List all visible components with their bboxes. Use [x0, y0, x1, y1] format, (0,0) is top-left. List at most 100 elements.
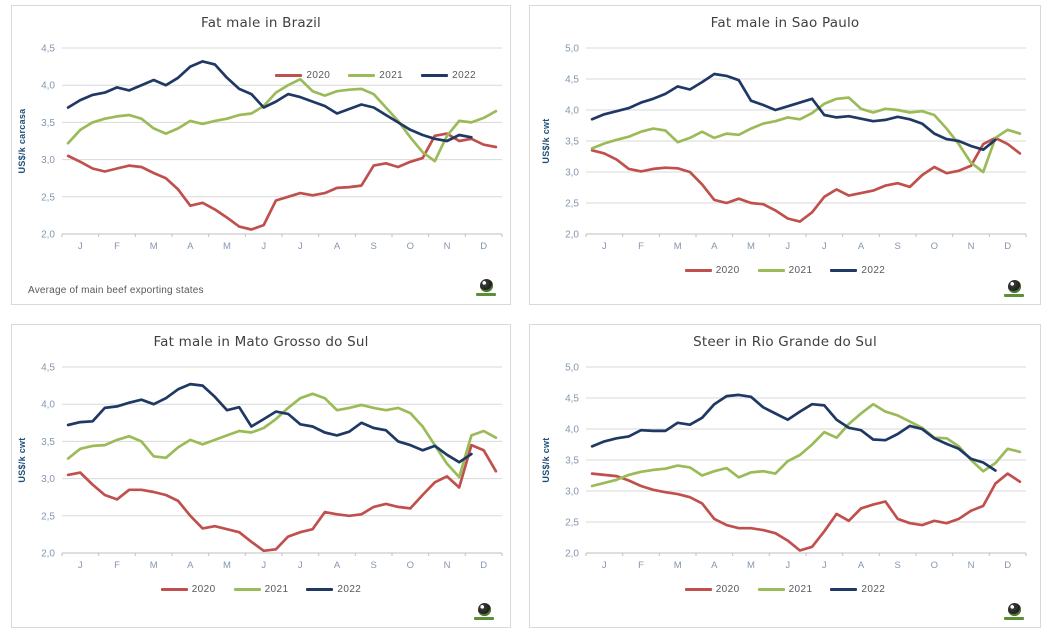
svg-text:M: M [223, 560, 231, 571]
legend-swatch-2022 [306, 588, 334, 591]
svg-text:J: J [785, 241, 790, 252]
legend-label-2022: 2022 [452, 70, 476, 81]
line-chart-mato-grosso: 2,0 2,5 3,0 3,5 4,0 4,5 J F M A M J J A S O N D US$/k cwt [14, 353, 508, 581]
chart-panel-brazil: Fat male in Brazil 2,0 2,5 3,0 3,5 4,0 4,5 J F M… [11, 5, 511, 305]
svg-text:J: J [261, 241, 266, 252]
svg-text:US$/k cwt: US$/k cwt [541, 437, 551, 482]
svg-text:M: M [223, 241, 231, 252]
legend-label-2022: 2022 [861, 265, 886, 276]
svg-text:S: S [371, 560, 377, 571]
svg-text:A: A [711, 560, 718, 571]
svg-text:J: J [822, 560, 827, 571]
chart-area-rio-grande: 2,0 2,5 3,0 3,5 4,0 4,5 5,0 J F M A M J J A S O N D US$/k c… [530, 353, 1040, 581]
legend-item-2021: 2021 [233, 584, 289, 595]
svg-text:F: F [114, 560, 120, 571]
svg-text:2,5: 2,5 [41, 192, 55, 203]
publisher-logo [1004, 280, 1024, 297]
legend-item-2021: 2021 [757, 265, 813, 276]
svg-text:M: M [150, 241, 158, 252]
svg-text:3,0: 3,0 [565, 487, 579, 498]
svg-text:N: N [968, 241, 975, 252]
chart-panel-rio-grande-do-sul: Steer in Rio Grande do Sul 2,0 2,5 3,0 3,5 4… [529, 324, 1041, 628]
svg-text:M: M [674, 560, 682, 571]
publisher-logo [1004, 603, 1024, 620]
svg-text:D: D [1004, 560, 1011, 571]
svg-text:A: A [334, 560, 341, 571]
svg-text:A: A [858, 241, 865, 252]
svg-text:N: N [968, 560, 975, 571]
svg-text:J: J [78, 241, 83, 252]
legend-swatch-2021 [757, 588, 785, 591]
line-chart-sao-paulo: 2,0 2,5 3,0 3,5 4,0 4,5 5,0 J F M A M J J A S O N D US$/k c… [538, 34, 1032, 262]
legend-label-2021: 2021 [788, 265, 813, 276]
svg-text:2,5: 2,5 [565, 518, 579, 529]
legend-sao-paulo: 2020 2021 2022 [530, 265, 1040, 276]
svg-text:A: A [187, 241, 194, 252]
legend-item-2021: 2021 [348, 70, 403, 81]
svg-text:3,5: 3,5 [41, 437, 55, 448]
globe-logo-icon [479, 279, 493, 292]
legend-item-2020: 2020 [684, 265, 740, 276]
chart-panel-mato-grosso-do-sul: Fat male in Mato Grosso do Sul 2,0 2,5 3,0… [11, 324, 511, 628]
svg-text:2,0: 2,0 [41, 549, 55, 560]
legend-swatch-2020 [684, 269, 712, 272]
svg-text:3,5: 3,5 [565, 137, 579, 148]
svg-text:O: O [407, 560, 414, 571]
svg-text:F: F [114, 241, 120, 252]
panel-footer-brazil: Average of main beef exporting states [28, 279, 496, 296]
svg-text:A: A [187, 560, 194, 571]
legend-label-2022: 2022 [861, 584, 886, 595]
svg-text:4,0: 4,0 [41, 81, 55, 92]
logo-wordmark [1004, 294, 1024, 297]
legend-label-2021: 2021 [379, 70, 404, 81]
legend-label-2021: 2021 [264, 584, 289, 595]
svg-text:O: O [931, 241, 938, 252]
svg-text:M: M [150, 560, 158, 571]
publisher-logo [474, 603, 494, 620]
legend-swatch-2021 [348, 74, 376, 77]
legend-item-2020: 2020 [275, 70, 330, 81]
legend-label-2020: 2020 [715, 584, 740, 595]
svg-text:2,0: 2,0 [41, 230, 55, 241]
legend-swatch-2021 [757, 269, 785, 272]
svg-text:J: J [822, 241, 827, 252]
legend-item-2021: 2021 [757, 584, 813, 595]
svg-text:3,0: 3,0 [41, 474, 55, 485]
svg-text:S: S [895, 560, 901, 571]
svg-text:3,0: 3,0 [565, 168, 579, 179]
globe-logo-icon [477, 603, 491, 616]
svg-text:D: D [1004, 241, 1011, 252]
svg-text:US$/k carcasa: US$/k carcasa [17, 108, 27, 174]
globe-logo-icon [1007, 603, 1021, 616]
svg-text:F: F [638, 560, 644, 571]
legend-label-2020: 2020 [191, 584, 216, 595]
legend-item-2022: 2022 [306, 584, 361, 595]
legend-swatch-2020 [684, 588, 712, 591]
svg-text:4,5: 4,5 [41, 44, 55, 55]
chart-panel-sao-paulo: Fat male in Sao Paulo 2,0 2,5 3,0 3,5 4,0 4,5… [529, 5, 1041, 305]
svg-text:J: J [298, 241, 303, 252]
svg-text:A: A [711, 241, 718, 252]
line-chart-brazil: 2,0 2,5 3,0 3,5 4,0 4,5 J F M A M J J A S O N D US$/k carc… [14, 34, 508, 262]
svg-text:O: O [931, 560, 938, 571]
svg-text:4,0: 4,0 [565, 106, 579, 117]
svg-text:2,5: 2,5 [41, 511, 55, 522]
svg-text:J: J [602, 560, 607, 571]
svg-text:D: D [480, 241, 487, 252]
svg-text:J: J [78, 560, 83, 571]
legend-item-2022: 2022 [830, 584, 885, 595]
legend-label-2020: 2020 [715, 265, 740, 276]
svg-text:F: F [638, 241, 644, 252]
svg-text:A: A [858, 560, 865, 571]
publisher-logo [476, 279, 496, 296]
svg-text:3,5: 3,5 [41, 118, 55, 129]
legend-swatch-2020 [160, 588, 188, 591]
svg-text:N: N [444, 241, 451, 252]
legend-rio-grande: 2020 2021 2022 [530, 584, 1040, 595]
svg-text:S: S [895, 241, 901, 252]
chart-area-sao-paulo: 2,0 2,5 3,0 3,5 4,0 4,5 5,0 J F M A M J J A S O N D US$/k c… [530, 34, 1040, 262]
legend-brazil: 2020 2021 2022 [275, 70, 476, 81]
chart-area-mato-grosso: 2,0 2,5 3,0 3,5 4,0 4,5 J F M A M J J A S O N D US$/k cwt [12, 353, 510, 581]
svg-text:US$/k cwt: US$/k cwt [541, 118, 551, 163]
svg-text:3,5: 3,5 [565, 456, 579, 467]
